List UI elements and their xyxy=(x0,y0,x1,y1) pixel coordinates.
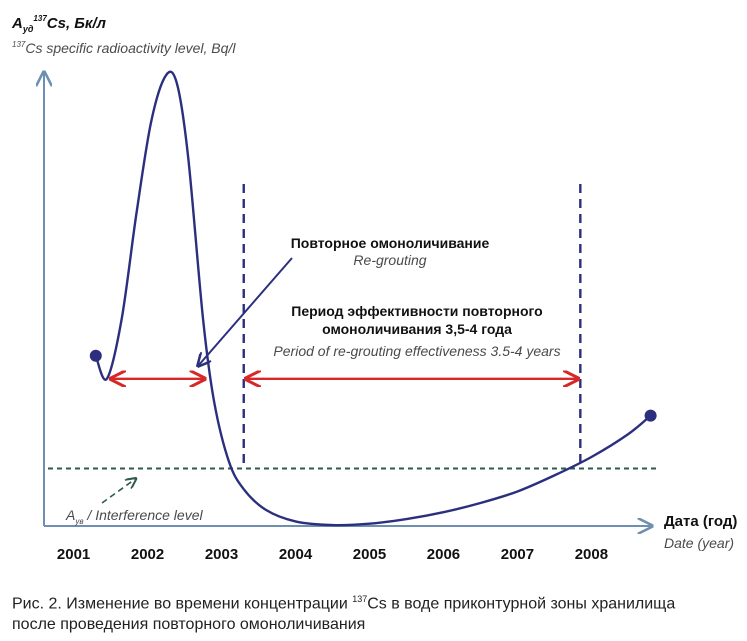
y-label-sub: уд xyxy=(22,24,34,34)
effect-label-en: Period of re-grouting effectiveness 3.5-… xyxy=(273,343,560,359)
y-label-symbol: A xyxy=(11,15,23,32)
caption-line-2: после проведения повторного омоноличиван… xyxy=(12,616,366,634)
x-tick-label: 2002 xyxy=(131,546,164,563)
regrout-label-ru: Повторное омоноличивание xyxy=(291,235,490,251)
figure-caption: Рис. 2. Изменение во времени концентраци… xyxy=(12,589,740,635)
x-tick-label: 2005 xyxy=(353,546,386,563)
interference-pointer-arrow xyxy=(101,479,136,504)
effect-label-ru-2: омоноличивания 3,5-4 года xyxy=(322,321,512,337)
interference-symbol: A xyxy=(65,507,75,523)
x-tick-label: 2001 xyxy=(57,546,90,563)
x-tick-label: 2007 xyxy=(501,546,534,563)
interference-rest: / Interference level xyxy=(84,507,204,523)
y-label-en-rest: Cs specific radioactivity level, Bq/l xyxy=(25,40,236,56)
effectiveness-bounds xyxy=(242,184,582,469)
x-tick-labels: 2001 2002 2003 2004 2005 2006 2007 2008 xyxy=(57,546,608,563)
x-tick-label: 2008 xyxy=(575,546,608,563)
y-label-sup: 137 xyxy=(33,14,47,23)
y-axis-label-ru: Aуд137Cs, Бк/л xyxy=(11,14,107,34)
series-endpoint xyxy=(89,349,102,362)
y-label-rest: Cs, Бк/л xyxy=(47,15,107,32)
x-tick-label: 2006 xyxy=(427,546,460,563)
regrout-label-en: Re-grouting xyxy=(353,252,426,268)
effect-label-ru-1: Период эффективности повторного xyxy=(291,303,542,319)
y-label-en-sup: 137 xyxy=(12,40,26,49)
interference-sub: ув xyxy=(74,517,83,526)
x-axis-label-ru: Дата (год) xyxy=(664,513,737,530)
series-line xyxy=(94,70,652,527)
chart: Aуд137Cs, Бк/л 137Cs specific radioactiv… xyxy=(11,14,737,563)
caption-line-1: Рис. 2. Изменение во времени концентраци… xyxy=(12,589,740,614)
caption-sup: 137 xyxy=(352,594,368,604)
series-endpoints xyxy=(89,349,657,422)
regrout-pointer-arrow xyxy=(198,257,293,366)
interference-label: Aув / Interference level xyxy=(65,507,203,526)
y-axis-label-en: 137Cs specific radioactivity level, Bq/l xyxy=(12,40,236,56)
series-endpoint xyxy=(644,409,657,422)
x-tick-label: 2004 xyxy=(279,546,313,563)
caption-prefix: Рис. 2. Изменение во времени концентраци… xyxy=(12,595,353,613)
x-tick-label: 2003 xyxy=(205,546,238,563)
x-axis-label-en: Date (year) xyxy=(664,535,734,551)
caption-line1-rest: Cs в воде приконтурной зоны хранилища xyxy=(367,595,676,613)
